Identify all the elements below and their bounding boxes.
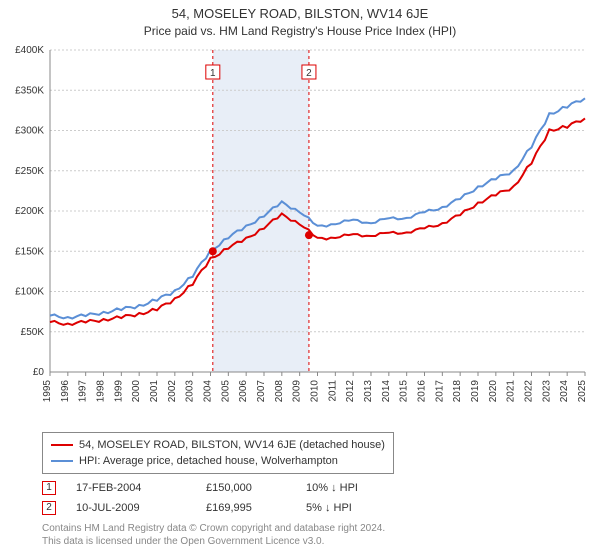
svg-text:2007: 2007	[256, 380, 267, 403]
svg-text:£200K: £200K	[15, 206, 44, 217]
svg-text:2022: 2022	[524, 380, 535, 403]
footer-attribution: Contains HM Land Registry data © Crown c…	[42, 522, 385, 548]
svg-text:£300K: £300K	[15, 126, 44, 137]
event-marker: 1	[42, 481, 56, 495]
chart-title-address: 54, MOSELEY ROAD, BILSTON, WV14 6JE	[0, 0, 600, 21]
svg-text:£0: £0	[33, 367, 45, 378]
svg-text:2001: 2001	[149, 380, 160, 403]
event-row: 2 10-JUL-2009 £169,995 5% ↓ HPI	[42, 498, 358, 518]
footer-line-1: Contains HM Land Registry data © Crown c…	[42, 522, 385, 535]
svg-text:2024: 2024	[559, 380, 570, 403]
svg-text:2: 2	[306, 68, 312, 79]
svg-text:1: 1	[210, 68, 216, 79]
chart-subtitle: Price paid vs. HM Land Registry's House …	[0, 21, 600, 42]
svg-text:2009: 2009	[292, 380, 303, 403]
svg-text:2017: 2017	[434, 380, 445, 403]
event-delta: 5% ↓ HPI	[306, 498, 352, 518]
svg-text:2015: 2015	[399, 380, 410, 403]
svg-text:1997: 1997	[78, 380, 89, 403]
svg-text:2018: 2018	[452, 380, 463, 403]
svg-text:2020: 2020	[488, 380, 499, 403]
legend-swatch	[51, 460, 73, 462]
chart-plot-area: £0 £50K £100K £150K £200K £250K £300K £350K £400…	[0, 42, 600, 422]
legend-item: HPI: Average price, detached house, Wolv…	[51, 453, 385, 469]
event-delta: 10% ↓ HPI	[306, 478, 358, 498]
legend-swatch	[51, 444, 73, 446]
svg-text:1996: 1996	[60, 380, 71, 403]
svg-text:2011: 2011	[327, 380, 338, 402]
svg-text:£100K: £100K	[15, 287, 44, 298]
event-price: £169,995	[206, 498, 286, 518]
svg-text:£150K: £150K	[15, 246, 44, 257]
svg-text:£250K: £250K	[15, 166, 44, 177]
svg-text:2023: 2023	[541, 380, 552, 403]
legend: 54, MOSELEY ROAD, BILSTON, WV14 6JE (det…	[42, 432, 394, 474]
legend-item: 54, MOSELEY ROAD, BILSTON, WV14 6JE (det…	[51, 437, 385, 453]
event-date: 10-JUL-2009	[76, 498, 186, 518]
event-table: 1 17-FEB-2004 £150,000 10% ↓ HPI 2 10-JUL-200…	[42, 478, 358, 518]
chart-container: 54, MOSELEY ROAD, BILSTON, WV14 6JE Pric…	[0, 0, 600, 560]
event-date: 17-FEB-2004	[76, 478, 186, 498]
svg-text:1995: 1995	[42, 380, 53, 403]
svg-text:1999: 1999	[113, 380, 124, 403]
svg-text:£50K: £50K	[21, 327, 45, 338]
svg-text:£400K: £400K	[15, 45, 44, 56]
svg-text:2014: 2014	[381, 380, 392, 403]
svg-text:£350K: £350K	[15, 85, 44, 96]
event-marker: 2	[42, 501, 56, 515]
svg-text:2000: 2000	[131, 380, 142, 403]
svg-text:2019: 2019	[470, 380, 481, 403]
svg-text:2004: 2004	[203, 380, 214, 403]
svg-text:2005: 2005	[220, 380, 231, 403]
line-chart-svg: £0 £50K £100K £150K £200K £250K £300K £350K £400…	[0, 42, 600, 422]
svg-text:2013: 2013	[363, 380, 374, 403]
svg-text:2016: 2016	[417, 380, 428, 403]
legend-label: HPI: Average price, detached house, Wolv…	[79, 453, 338, 469]
svg-text:2008: 2008	[274, 380, 285, 403]
svg-text:2006: 2006	[238, 380, 249, 403]
svg-text:2002: 2002	[167, 380, 178, 403]
svg-text:2021: 2021	[506, 380, 517, 403]
event-row: 1 17-FEB-2004 £150,000 10% ↓ HPI	[42, 478, 358, 498]
legend-label: 54, MOSELEY ROAD, BILSTON, WV14 6JE (det…	[79, 437, 385, 453]
svg-text:2003: 2003	[185, 380, 196, 403]
footer-line-2: This data is licensed under the Open Gov…	[42, 535, 385, 548]
svg-text:2010: 2010	[310, 380, 321, 403]
svg-text:2025: 2025	[577, 380, 588, 403]
svg-text:1998: 1998	[96, 380, 107, 403]
event-price: £150,000	[206, 478, 286, 498]
svg-text:2012: 2012	[345, 380, 356, 403]
